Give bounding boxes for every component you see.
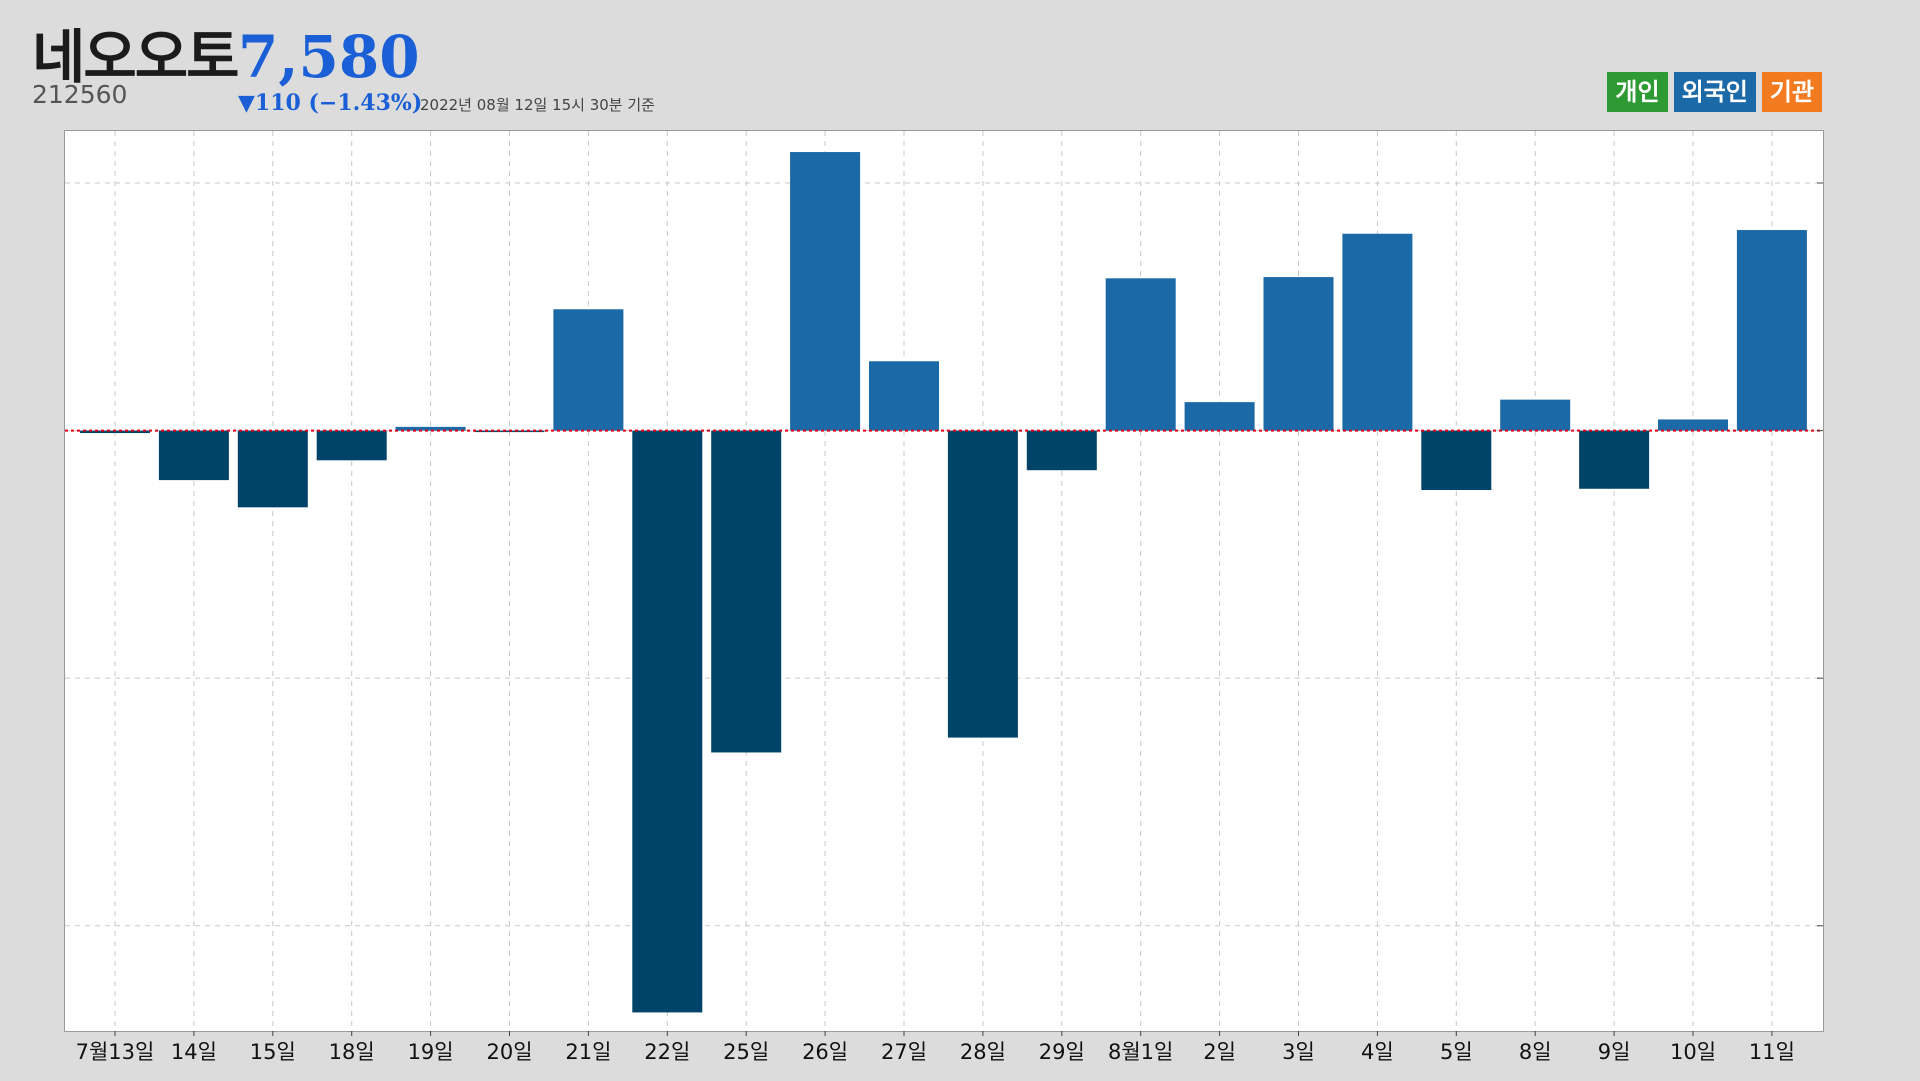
x-tick-label: 21일 bbox=[565, 1040, 611, 1064]
x-tick-label: 28일 bbox=[960, 1040, 1006, 1064]
bar bbox=[1736, 230, 1807, 431]
x-tick-label: 14일 bbox=[171, 1040, 217, 1064]
x-tick-label: 27일 bbox=[881, 1040, 927, 1064]
bar bbox=[711, 430, 782, 753]
bar bbox=[1026, 430, 1097, 471]
bar bbox=[790, 152, 861, 431]
x-tick-label: 29일 bbox=[1039, 1040, 1085, 1064]
x-tick-label: 2일 bbox=[1203, 1040, 1236, 1064]
x-tick-label: 10일 bbox=[1670, 1040, 1716, 1064]
stock-name: 네오오토 bbox=[32, 23, 239, 91]
bar bbox=[632, 430, 703, 1013]
x-tick-label: 7월13일 bbox=[76, 1040, 155, 1064]
chart-area: 2만0-2만-4만7월13일14일15일18일19일20일21일22일25일26… bbox=[64, 130, 1824, 1064]
x-tick-label: 4일 bbox=[1361, 1040, 1394, 1064]
bar bbox=[158, 430, 229, 481]
header: 네오오토 7,580 212560 ▼110 (−1.43%) 2022년 08… bbox=[0, 0, 1920, 130]
x-tick-label: 26일 bbox=[802, 1040, 848, 1064]
x-tick-label: 20일 bbox=[486, 1040, 532, 1064]
timestamp: 2022년 08월 12일 15시 30분 기준 bbox=[420, 96, 655, 114]
x-tick-label: 8월1일 bbox=[1108, 1040, 1173, 1064]
x-tick-label: 19일 bbox=[408, 1040, 454, 1064]
price-change: ▼110 (−1.43%) bbox=[238, 90, 423, 116]
bar bbox=[869, 361, 939, 431]
bar bbox=[316, 430, 387, 461]
bar bbox=[1658, 419, 1728, 431]
bar bbox=[1579, 430, 1650, 489]
legend: 개인 외국인 기관 bbox=[1607, 72, 1822, 112]
x-tick-label: 25일 bbox=[723, 1040, 769, 1064]
bar bbox=[395, 426, 466, 431]
legend-foreign[interactable]: 외국인 bbox=[1673, 72, 1756, 112]
bar bbox=[1500, 399, 1571, 431]
x-tick-label: 22일 bbox=[644, 1040, 690, 1064]
x-tick-label: 18일 bbox=[329, 1040, 375, 1064]
bar bbox=[1184, 402, 1255, 431]
bar-chart: 2만0-2만-4만7월13일14일15일18일19일20일21일22일25일26… bbox=[65, 131, 1823, 1064]
x-tick-label: 8일 bbox=[1519, 1040, 1552, 1064]
bar bbox=[237, 430, 308, 508]
legend-individual[interactable]: 개인 bbox=[1607, 72, 1668, 112]
bar bbox=[1263, 277, 1334, 431]
stock-code: 212560 bbox=[32, 80, 128, 109]
x-tick-label: 5일 bbox=[1440, 1040, 1473, 1064]
stock-price: 7,580 bbox=[238, 23, 420, 91]
x-tick-label: 9일 bbox=[1598, 1040, 1631, 1064]
x-tick-label: 11일 bbox=[1749, 1040, 1795, 1064]
legend-institution[interactable]: 기관 bbox=[1761, 72, 1822, 112]
bar bbox=[553, 309, 624, 431]
x-tick-label: 15일 bbox=[250, 1040, 296, 1064]
bar bbox=[1342, 233, 1413, 431]
bar bbox=[947, 430, 1018, 738]
bar bbox=[1421, 430, 1492, 491]
x-tick-label: 3일 bbox=[1282, 1040, 1315, 1064]
bar bbox=[1105, 278, 1176, 431]
bar bbox=[80, 430, 150, 434]
